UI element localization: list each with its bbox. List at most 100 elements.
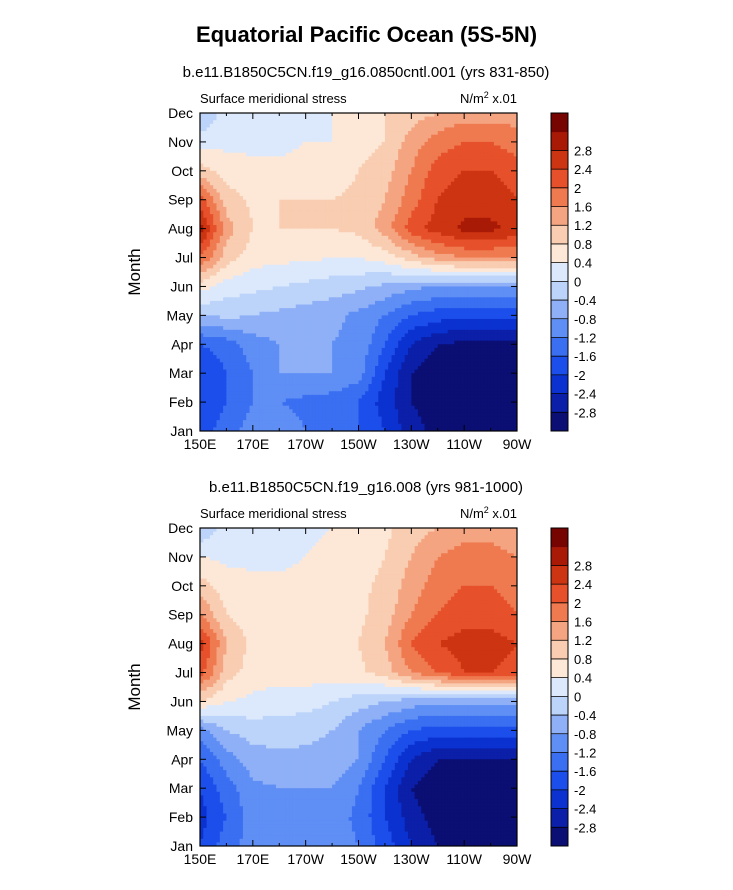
panel-0-cell [259,214,264,219]
panel-0-cell [424,167,429,172]
panel-0-cell [246,257,251,262]
panel-0-cell [381,141,386,147]
panel-0-cell [401,188,406,194]
panel-0-cell [401,199,406,204]
panel-0-cell [384,272,389,277]
panel-0-cell [233,206,237,212]
panel-0-cell [454,225,459,230]
panel-0-cell [262,185,267,190]
panel-0-cell [454,203,459,208]
panel-0-cell [312,235,317,241]
panel-0-cell [206,282,211,288]
panel-0-cell [480,228,485,233]
panel-0-cell [315,221,320,226]
panel-0-cell [394,178,399,183]
panel-0-cell [388,235,393,241]
panel-0-cell [200,192,204,197]
panel-0-cell [394,261,399,266]
panel-0-cell [500,123,505,129]
panel-0-cell [493,246,498,251]
panel-0-cell [272,228,277,233]
panel-0-cell [375,250,379,255]
panel-0-cell [404,127,409,132]
panel-0-cell [454,141,459,147]
panel-0-cell [242,279,247,284]
panel-0-cell [483,145,488,150]
panel-0-cell [401,181,406,186]
panel-0-cell [493,232,498,237]
panel-0-cell [474,156,478,161]
panel-0-cell [335,185,340,190]
panel-0-cell [441,163,445,168]
panel-0-cell [503,279,508,284]
panel-0-cell [229,257,234,262]
panel-0-cell [351,268,356,273]
panel-0-cell [408,297,412,302]
panel-0-cell [431,192,436,197]
panel-0-cell [480,290,485,295]
panel-0-cell [262,257,267,262]
panel-0-cell [332,225,336,230]
panel-0-cell [457,131,462,136]
panel-0-cell [480,268,485,273]
panel-0-cell [365,297,369,302]
panel-0-cell [507,149,511,154]
panel-0-cell [308,141,313,147]
panel-0-cell [275,116,280,121]
panel-0-cell [513,297,517,302]
panel-0-cell [315,159,320,165]
panel-0-cell [209,214,214,219]
panel-0-cell [480,196,485,201]
panel-0-cell [497,293,502,298]
panel-0-cell [375,290,379,295]
panel-0-cell [424,170,429,176]
panel-0-cell [295,293,300,298]
panel-0-cell [292,113,297,118]
panel-0-cell [480,127,485,132]
panel-0-cell [467,131,472,136]
panel-0-cell [398,221,403,226]
panel-0-cell [431,145,436,150]
panel-0-cell [467,178,472,183]
panel-0-cell [308,127,313,132]
panel-0-cell [470,225,475,230]
panel-0-cell [434,134,439,139]
panel-0-cell [358,246,363,251]
panel-0-cell [302,185,307,190]
panel-0-cell [414,268,419,273]
panel-0-cell [289,264,294,269]
panel-0-cell [414,170,419,176]
panel-0-cell [444,138,449,143]
panel-0-cell [368,149,373,154]
panel-0-cell [322,145,327,150]
panel-0-cell [312,268,317,273]
panel-0-cell [226,293,231,298]
panel-0-cell [285,228,290,233]
panel-0-cell [289,196,294,201]
panel-0-cell [450,178,455,183]
panel-0-cell [513,228,517,233]
panel-0-cell [299,199,303,204]
panel-0-cell [302,123,307,129]
panel-0-cell [200,131,204,136]
panel-0-cell [338,297,343,302]
panel-0-cell [414,272,419,277]
panel-0-cell [312,221,317,226]
panel-0-cell [368,225,373,230]
panel-0-cell [477,127,482,132]
panel-0-cell [308,257,313,262]
panel-0-cell [305,170,310,176]
panel-0-cell [460,167,465,172]
panel-0-cell [470,239,475,244]
panel-0-cell [351,217,356,223]
panel-0-cell [467,282,472,288]
panel-0-cell [236,141,241,147]
panel-0-cell [200,268,204,273]
panel-0-cell [460,152,465,157]
panel-0-cell [318,127,323,132]
panel-0-cell [292,214,297,219]
panel-0-cell [424,286,429,291]
panel-0-cell [493,185,498,190]
panel-0-cell [431,123,436,129]
panel-0-cell [203,286,208,291]
